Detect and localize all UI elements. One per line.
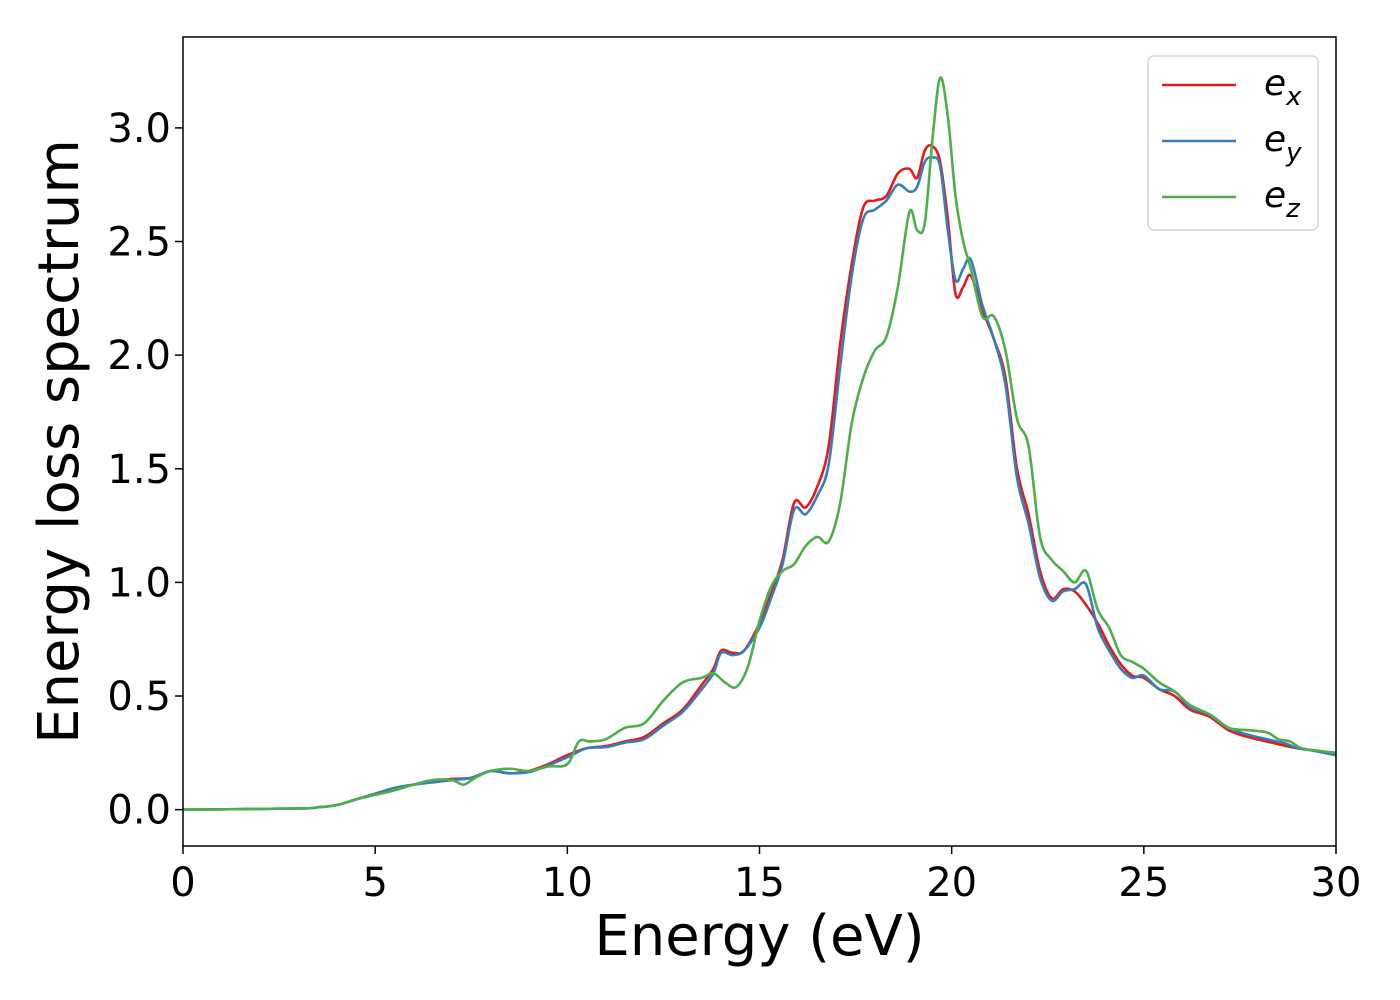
y-axis-ticks: 0.0 0.5 1.0 1.5 2.0 2.5 3.0	[107, 106, 183, 834]
legend-label-z: ez	[1264, 175, 1301, 224]
y-tick-label: 0.5	[107, 674, 171, 720]
x-tick-label: 30	[1311, 860, 1362, 906]
x-tick-label: 0	[170, 860, 195, 906]
y-tick-label: 2.5	[107, 220, 171, 266]
x-tick-label: 5	[362, 860, 387, 906]
x-tick-label: 20	[926, 860, 977, 906]
x-tick-label: 25	[1118, 860, 1169, 906]
series-lines	[183, 76, 1336, 811]
y-tick-label: 3.0	[107, 106, 171, 152]
y-axis-title: Energy loss spectrum	[27, 139, 92, 744]
series-line-y	[183, 155, 1336, 811]
x-axis-ticks: 0 5 10 15 20 25 30	[170, 846, 1361, 906]
legend-label-y: ey	[1264, 119, 1302, 168]
y-tick-label: 1.0	[107, 560, 171, 606]
legend-label-x: ex	[1264, 63, 1302, 112]
legend-box	[1147, 55, 1319, 231]
y-tick-label: 1.5	[107, 447, 171, 493]
x-tick-label: 10	[542, 860, 593, 906]
y-tick-label: 0.0	[107, 788, 171, 834]
x-axis-title: Energy (eV)	[594, 904, 924, 969]
series-line-x	[183, 143, 1336, 811]
legend: ex ey ez	[1147, 55, 1319, 231]
y-tick-label: 2.0	[107, 333, 171, 379]
x-tick-label: 15	[734, 860, 785, 906]
series-line-z	[183, 76, 1336, 811]
